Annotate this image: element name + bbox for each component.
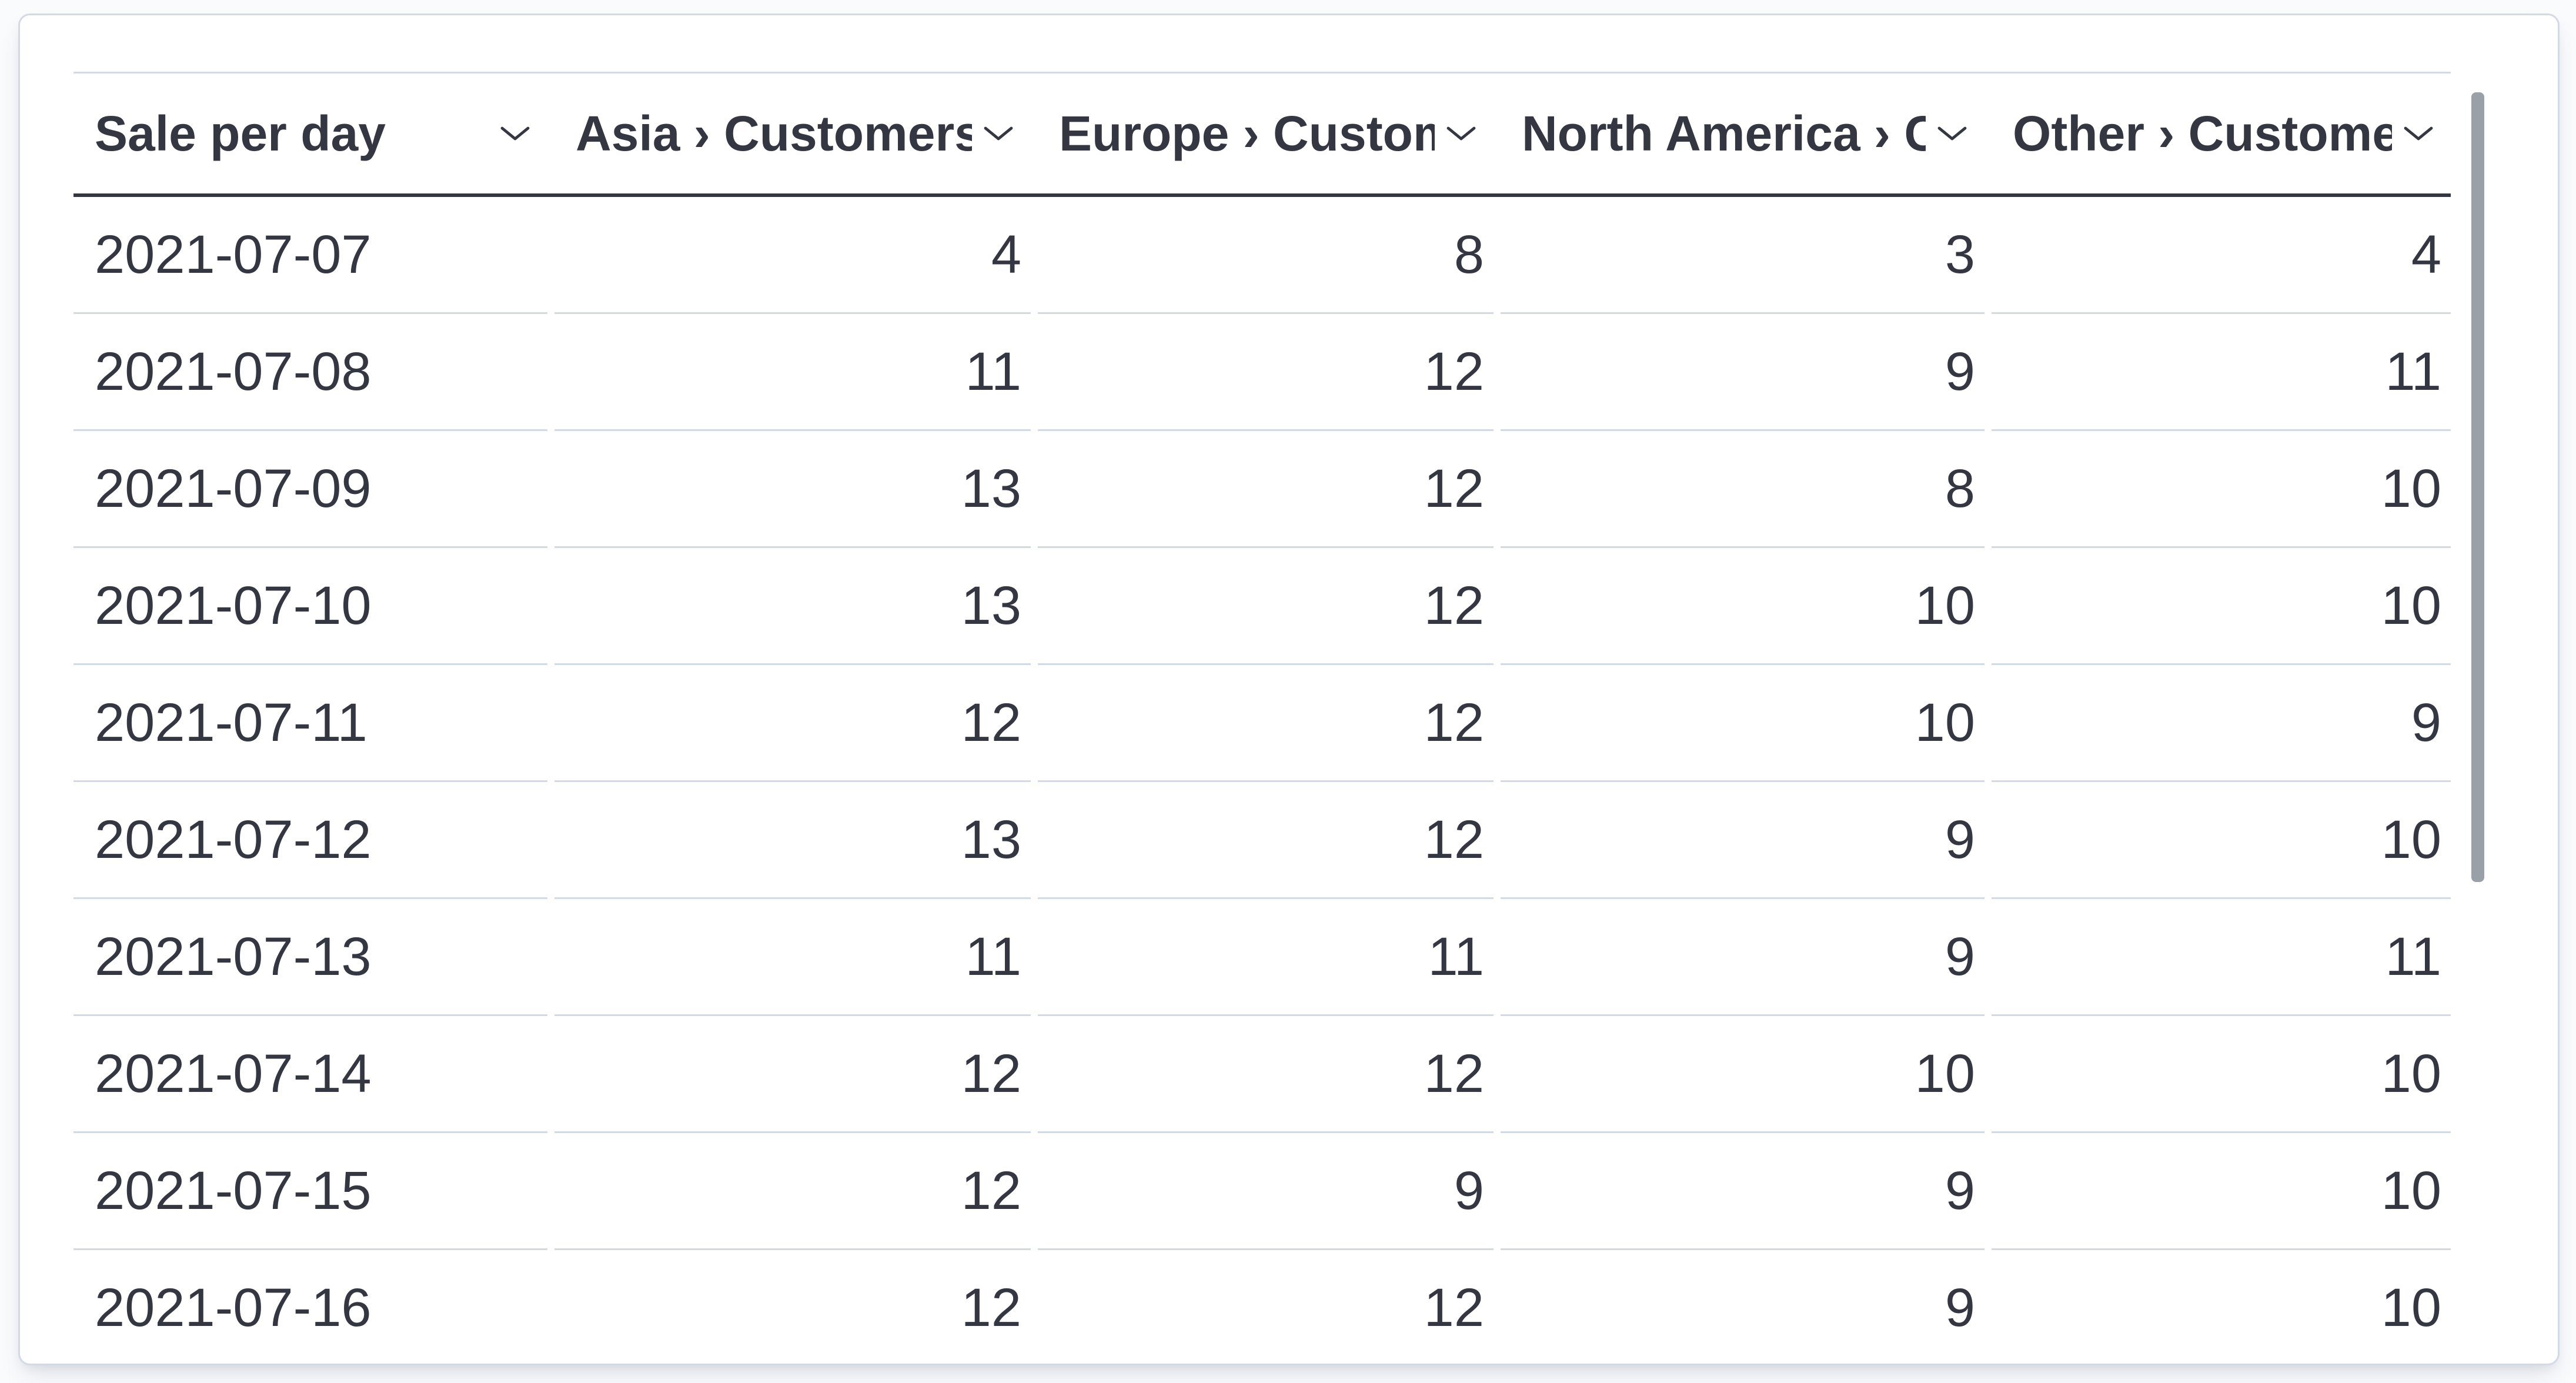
- table-row: 2021-07-10 13 12 10 10: [73, 548, 2451, 665]
- value-cell[interactable]: 9: [1501, 1133, 1984, 1250]
- value-cell[interactable]: 12: [1038, 665, 1494, 782]
- column-header[interactable]: Other › Customers: [1992, 74, 2451, 193]
- date-cell[interactable]: 2021-07-08: [73, 314, 547, 431]
- value-cell[interactable]: 11: [1992, 899, 2451, 1016]
- value-cell[interactable]: 12: [1038, 1016, 1494, 1133]
- vertical-scrollbar-thumb[interactable]: [2471, 92, 2484, 882]
- date-cell[interactable]: 2021-07-10: [73, 548, 547, 665]
- value-cell[interactable]: 9: [1501, 899, 1984, 1016]
- value-cell[interactable]: 11: [1038, 899, 1494, 1016]
- table-row: 2021-07-15 12 9 9 10: [73, 1133, 2451, 1250]
- value-cell[interactable]: 4: [554, 197, 1031, 314]
- value-cell[interactable]: 9: [1501, 1250, 1984, 1364]
- date-cell[interactable]: 2021-07-13: [73, 899, 547, 1016]
- data-grid: Sale per day Asia › Customers Europe › C…: [73, 72, 2451, 1364]
- column-header-label: Other › Customers: [2013, 105, 2392, 161]
- value-cell[interactable]: 11: [1992, 314, 2451, 431]
- value-cell[interactable]: 10: [1992, 1250, 2451, 1364]
- date-cell[interactable]: 2021-07-15: [73, 1133, 547, 1250]
- column-header-label: Sale per day: [95, 105, 386, 161]
- value-cell[interactable]: 10: [1501, 1016, 1984, 1133]
- value-cell[interactable]: 12: [1038, 548, 1494, 665]
- value-cell[interactable]: 12: [554, 1016, 1031, 1133]
- value-cell[interactable]: 9: [1501, 314, 1984, 431]
- value-cell[interactable]: 3: [1501, 197, 1984, 314]
- chevron-down-icon[interactable]: [1936, 125, 1968, 142]
- date-cell[interactable]: 2021-07-12: [73, 782, 547, 899]
- value-cell[interactable]: 11: [554, 314, 1031, 431]
- column-header[interactable]: Sale per day: [73, 74, 547, 193]
- chevron-down-icon[interactable]: [1445, 125, 1477, 142]
- value-cell[interactable]: 12: [1038, 431, 1494, 548]
- table-row: 2021-07-14 12 12 10 10: [73, 1016, 2451, 1133]
- value-cell[interactable]: 8: [1038, 197, 1494, 314]
- value-cell[interactable]: 10: [1992, 431, 2451, 548]
- value-cell[interactable]: 10: [1501, 548, 1984, 665]
- date-cell[interactable]: 2021-07-11: [73, 665, 547, 782]
- chevron-down-icon[interactable]: [2403, 125, 2434, 142]
- column-header-label: Europe › Customers: [1059, 105, 1435, 161]
- value-cell[interactable]: 11: [554, 899, 1031, 1016]
- value-cell[interactable]: 13: [554, 782, 1031, 899]
- table-row: 2021-07-08 11 12 9 11: [73, 314, 2451, 431]
- table-row: 2021-07-12 13 12 9 10: [73, 782, 2451, 899]
- value-cell[interactable]: 9: [1992, 665, 2451, 782]
- table-body: 2021-07-07 4 8 3 4 2021-07-08 11 12 9 11 2021-07-0…: [73, 197, 2451, 1364]
- column-header[interactable]: North America › Customers: [1501, 74, 1984, 193]
- value-cell[interactable]: 8: [1501, 431, 1984, 548]
- value-cell[interactable]: 10: [1992, 548, 2451, 665]
- table-row: 2021-07-09 13 12 8 10: [73, 431, 2451, 548]
- data-grid-panel: Sale per day Asia › Customers Europe › C…: [18, 14, 2560, 1365]
- date-cell[interactable]: 2021-07-09: [73, 431, 547, 548]
- table-row: 2021-07-13 11 11 9 11: [73, 899, 2451, 1016]
- column-header[interactable]: Europe › Customers: [1038, 74, 1494, 193]
- value-cell[interactable]: 12: [554, 1133, 1031, 1250]
- table-row: 2021-07-11 12 12 10 9: [73, 665, 2451, 782]
- value-cell[interactable]: 10: [1992, 1016, 2451, 1133]
- value-cell[interactable]: 10: [1992, 1133, 2451, 1250]
- date-cell[interactable]: 2021-07-07: [73, 197, 547, 314]
- table-row: 2021-07-07 4 8 3 4: [73, 197, 2451, 314]
- value-cell[interactable]: 10: [1501, 665, 1984, 782]
- date-cell[interactable]: 2021-07-14: [73, 1016, 547, 1133]
- value-cell[interactable]: 13: [554, 431, 1031, 548]
- value-cell[interactable]: 9: [1501, 782, 1984, 899]
- column-header-label: Asia › Customers: [576, 105, 972, 161]
- table-row: 2021-07-16 12 12 9 10: [73, 1250, 2451, 1364]
- value-cell[interactable]: 12: [554, 665, 1031, 782]
- column-header-label: North America › Customers: [1522, 105, 1926, 161]
- value-cell[interactable]: 4: [1992, 197, 2451, 314]
- chevron-down-icon[interactable]: [499, 125, 531, 142]
- column-header[interactable]: Asia › Customers: [554, 74, 1031, 193]
- value-cell[interactable]: 12: [1038, 314, 1494, 431]
- value-cell[interactable]: 12: [554, 1250, 1031, 1364]
- value-cell[interactable]: 12: [1038, 782, 1494, 899]
- value-cell[interactable]: 12: [1038, 1250, 1494, 1364]
- table-header: Sale per day Asia › Customers Europe › C…: [73, 72, 2451, 197]
- value-cell[interactable]: 9: [1038, 1133, 1494, 1250]
- chevron-down-icon[interactable]: [983, 125, 1014, 142]
- date-cell[interactable]: 2021-07-16: [73, 1250, 547, 1364]
- value-cell[interactable]: 13: [554, 548, 1031, 665]
- value-cell[interactable]: 10: [1992, 782, 2451, 899]
